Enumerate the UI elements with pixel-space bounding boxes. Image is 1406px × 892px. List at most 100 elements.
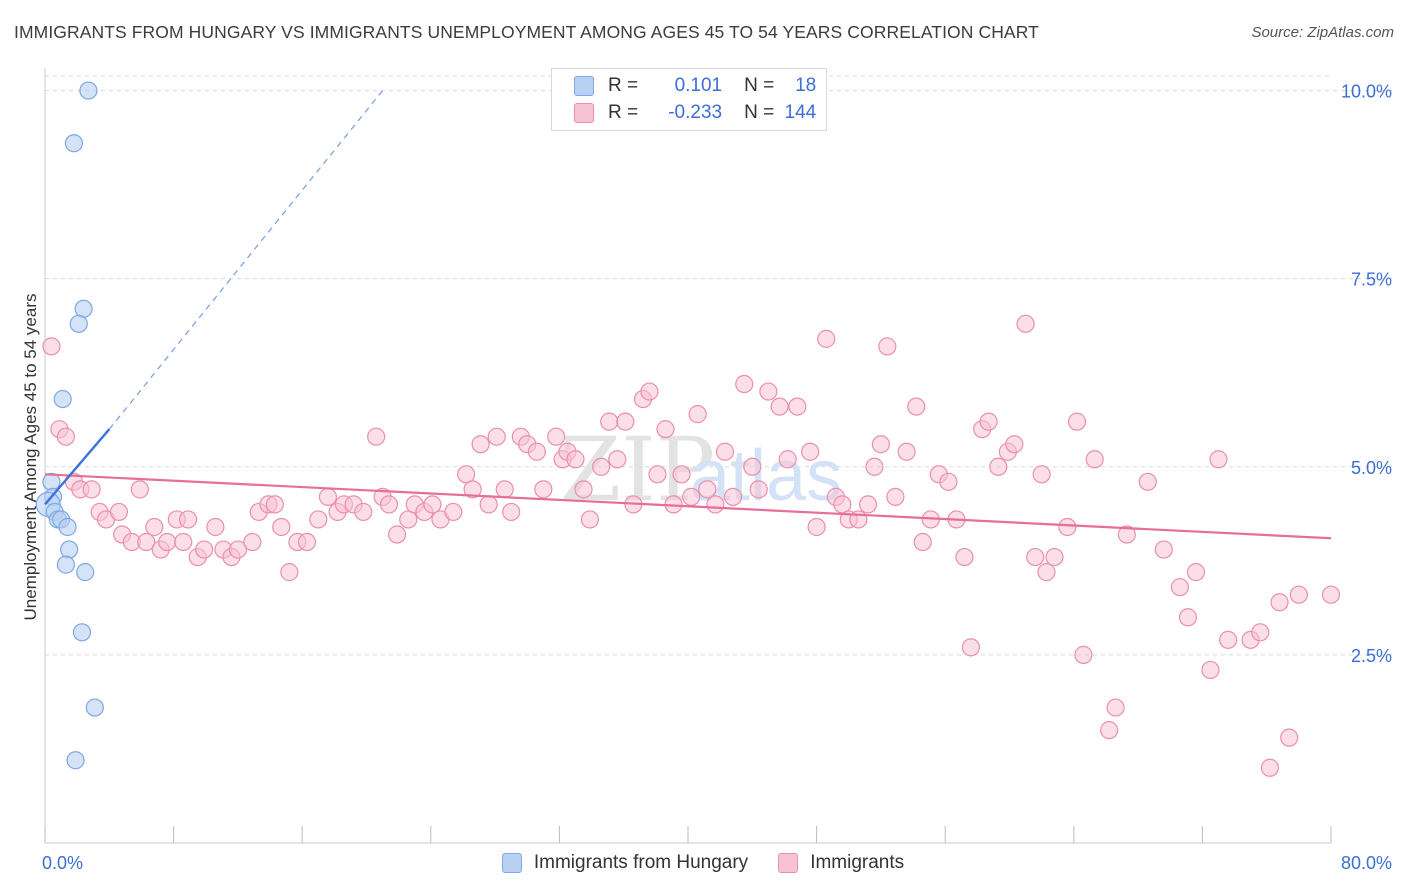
immigrants-point <box>423 495 442 514</box>
immigrants-point <box>743 457 762 476</box>
immigrants-point <box>1219 630 1238 649</box>
immigrants-point <box>1117 525 1136 544</box>
legend-swatch-blue <box>501 853 522 873</box>
immigrants-point <box>1026 547 1045 567</box>
immigrants-point <box>109 502 129 522</box>
immigrants-point <box>547 427 566 446</box>
immigrants-point <box>367 427 386 446</box>
hungary-point <box>64 134 84 153</box>
immigrants-point <box>939 472 958 491</box>
immigrants-point <box>1100 721 1119 740</box>
immigrants-point <box>178 510 198 529</box>
immigrants-point <box>770 397 789 416</box>
immigrants-point <box>608 450 627 469</box>
immigrants-point <box>600 412 619 431</box>
immigrants-point <box>871 435 891 454</box>
immigrants-point <box>1186 563 1206 582</box>
immigrants-point <box>444 502 463 522</box>
legend-item-hungary[interactable]: Immigrants from Hungary <box>501 852 748 874</box>
y-axis-label: Unemployment Among Ages 45 to 54 years <box>21 294 40 621</box>
hungary-point <box>85 698 104 717</box>
immigrants-point <box>399 510 418 529</box>
immigrants-point <box>1170 578 1189 597</box>
legend-swatch-pink <box>574 103 594 123</box>
immigrants-point <box>387 525 407 544</box>
legend-r-value: -0.233 <box>668 102 723 123</box>
y-tick-label: 10.0% <box>1341 82 1392 102</box>
hungary-point <box>76 563 95 582</box>
immigrants-point <box>1138 472 1157 491</box>
y-tick-label: 2.5% <box>1351 646 1392 666</box>
immigrants-point <box>788 397 807 416</box>
immigrants-point <box>130 480 149 499</box>
immigrants-point <box>1106 698 1125 717</box>
immigrants-point <box>280 563 299 582</box>
immigrants-point <box>471 435 490 454</box>
y-tick-label: 5.0% <box>1351 458 1392 478</box>
immigrants-point <box>1209 450 1228 469</box>
hungary-point <box>74 299 93 318</box>
immigrants-point <box>1289 585 1308 604</box>
immigrants-point <box>580 510 600 529</box>
hungary-point <box>56 555 75 574</box>
legend-r-label: R = <box>608 102 639 123</box>
immigrants-point <box>487 427 506 446</box>
immigrants-point <box>527 442 546 461</box>
immigrants-point <box>807 517 826 537</box>
immigrants-point <box>1178 608 1198 627</box>
immigrants-point <box>1067 412 1087 431</box>
immigrants-point <box>672 465 691 484</box>
x-tick-label: 0.0% <box>42 853 83 873</box>
hungary-point <box>69 314 88 333</box>
immigrants-point <box>158 532 177 552</box>
legend-n-value: 144 <box>784 102 817 123</box>
immigrants-point <box>1201 660 1220 680</box>
legend-n-value: 18 <box>795 75 817 96</box>
hungary-point <box>60 540 79 559</box>
hungary-point <box>53 389 72 409</box>
legend-swatch-blue <box>574 76 594 96</box>
immigrants-point <box>1321 585 1341 604</box>
immigrants-point <box>979 412 998 431</box>
legend-n-label: N = <box>744 75 775 96</box>
immigrants-point <box>145 517 164 537</box>
immigrants-point <box>913 532 932 552</box>
hungary-point <box>58 517 77 537</box>
legend-item-label: Immigrants <box>810 852 905 873</box>
immigrants-point <box>1058 517 1077 537</box>
immigrants-point <box>272 517 291 537</box>
immigrants-point <box>897 442 916 461</box>
hungary-trend-extension <box>108 90 384 430</box>
immigrants-trend-line <box>44 473 1332 540</box>
immigrants-point <box>759 382 778 401</box>
immigrants-point <box>886 487 905 506</box>
legend-row-hungary: R = 0.101 N = 18 <box>574 74 816 98</box>
immigrants-point <box>206 517 225 537</box>
immigrants-point <box>715 442 735 461</box>
tick-labels: 2.5% 5.0% 7.5% 10.0% 0.0% 80.0% <box>42 82 1392 873</box>
immigrants-point <box>379 495 399 514</box>
immigrants-point <box>592 457 611 476</box>
immigrants-point <box>778 450 797 469</box>
hungary-points <box>35 81 104 770</box>
legend-row-immigrants: R = -0.233 N = 144 <box>574 101 816 125</box>
immigrants-point <box>82 480 101 499</box>
legend-item-immigrants[interactable]: Immigrants <box>778 852 904 874</box>
immigrants-points <box>42 314 1341 777</box>
immigrants-point <box>457 465 476 484</box>
immigrants-point <box>961 638 981 657</box>
series-legend: Immigrants from Hungary Immigrants <box>0 852 1406 874</box>
immigrants-point <box>1260 758 1280 777</box>
immigrants-point <box>616 412 635 431</box>
stats-legend: R = 0.101 N = 18 R = -0.233 N = 144 <box>551 68 827 131</box>
immigrants-point <box>265 495 284 514</box>
trend-lines <box>44 90 1332 540</box>
immigrants-point <box>195 540 214 559</box>
immigrants-point <box>137 532 156 552</box>
immigrants-point <box>495 480 514 499</box>
immigrants-point <box>723 487 743 506</box>
immigrants-point <box>907 397 926 416</box>
immigrants-point <box>1251 623 1270 642</box>
immigrants-point <box>858 495 878 514</box>
immigrants-point <box>1045 547 1064 567</box>
